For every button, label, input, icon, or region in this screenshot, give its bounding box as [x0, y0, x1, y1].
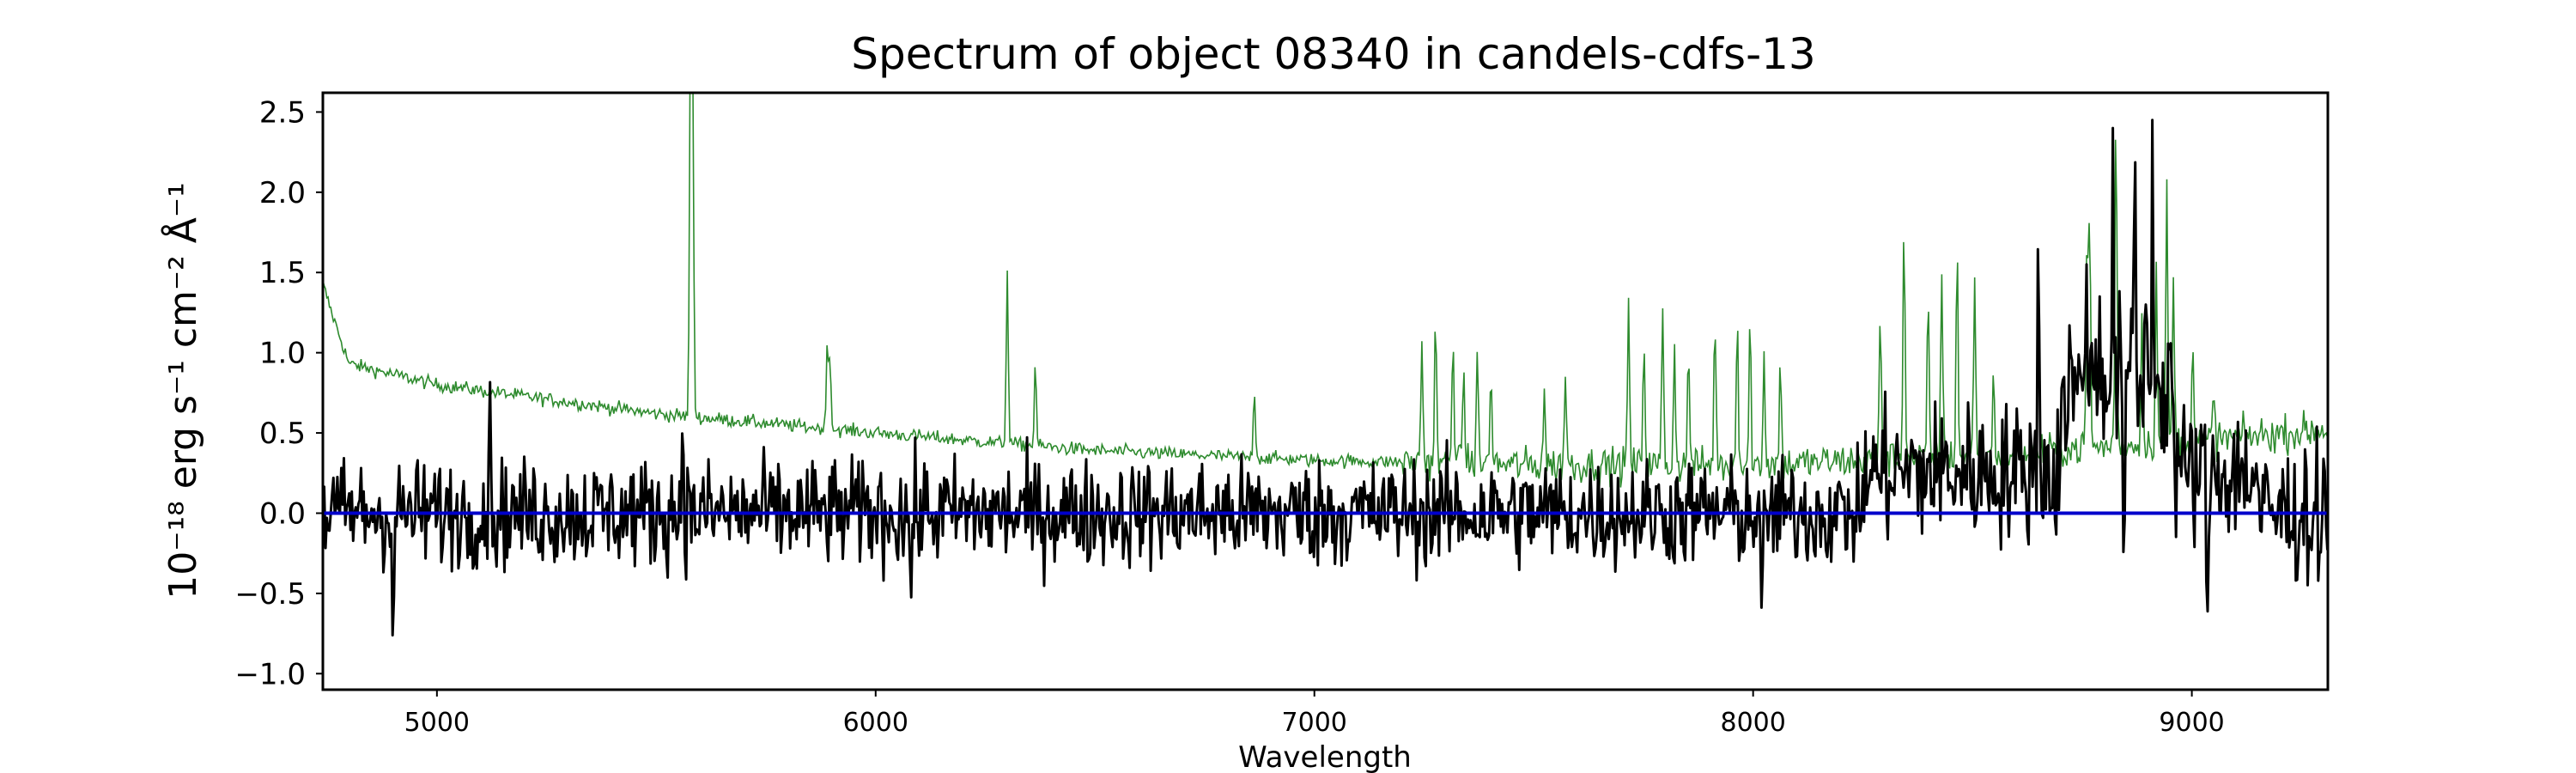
y-tick-label: 2.0 [259, 176, 306, 210]
y-tick-label: 0.0 [259, 496, 306, 531]
y-tick-label: 2.5 [259, 95, 306, 130]
y-tick-label: −1.0 [234, 657, 306, 691]
observed-spectrum-line [323, 119, 2328, 637]
chart-title: Spectrum of object 08340 in candels-cdfs… [851, 29, 1816, 79]
x-tick-label: 7000 [1282, 708, 1347, 738]
x-tick-label: 9000 [2159, 708, 2224, 738]
x-tick-label: 5000 [404, 708, 470, 738]
plot-frame [321, 91, 2330, 691]
y-tick-label: 1.5 [259, 256, 306, 290]
y-axis: −1.0 −0.5 0.0 0.5 1.0 1.5 2.0 2.5 [234, 95, 323, 691]
y-tick-label: 1.0 [259, 337, 306, 371]
x-tick-label: 8000 [1720, 708, 1785, 738]
x-axis-label: Wavelength [1238, 740, 1412, 773]
y-tick-label: 0.5 [259, 417, 306, 451]
x-tick-label: 6000 [843, 708, 908, 738]
y-axis-label: 10⁻¹⁸ erg s⁻¹ cm⁻² Å⁻¹ [160, 182, 205, 599]
series-layer [323, 93, 2328, 637]
model-spectrum-line [323, 93, 2328, 488]
y-tick-label: −0.5 [234, 577, 306, 612]
x-axis: 5000 6000 7000 8000 9000 [404, 690, 2225, 738]
